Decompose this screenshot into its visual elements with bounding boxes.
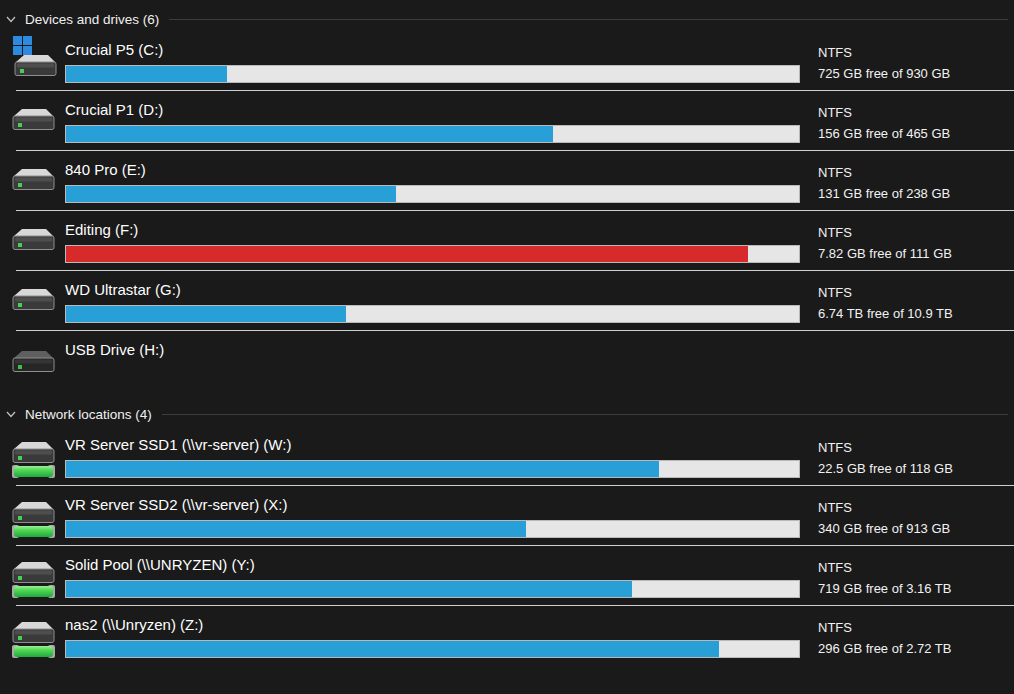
filesystem-label: NTFS [818, 437, 953, 458]
filesystem-label: NTFS [818, 42, 950, 63]
drive-row[interactable]: 840 Pro (E:) NTFS 131 GB free of 238 GB [0, 151, 1014, 210]
capacity-fill [66, 306, 346, 322]
free-space-label: 296 GB free of 2.72 TB [818, 638, 951, 659]
capacity-fill [66, 126, 553, 142]
drive-details: NTFS 22.5 GB free of 118 GB [818, 437, 953, 479]
capacity-fill [66, 641, 719, 657]
drive-row[interactable]: Crucial P5 (C:) NTFS 725 GB free of 930 … [0, 31, 1014, 90]
capacity-fill [66, 581, 632, 597]
usb-drive-icon [10, 335, 60, 387]
capacity-bar [65, 185, 800, 203]
capacity-bar [65, 460, 800, 478]
drive-row[interactable]: USB Drive (H:) [0, 331, 1014, 391]
drive-row[interactable]: Crucial P1 (D:) NTFS 156 GB free of 465 … [0, 91, 1014, 150]
chevron-down-icon[interactable] [4, 12, 18, 26]
network-drive-icon [10, 610, 60, 662]
filesystem-label: NTFS [818, 222, 952, 243]
free-space-label: 22.5 GB free of 118 GB [818, 458, 953, 479]
drive-name: WD Ultrastar (G:) [65, 281, 181, 298]
capacity-fill [66, 186, 396, 202]
filesystem-label: NTFS [818, 162, 950, 183]
section-label: Network locations (4) [25, 407, 152, 422]
drive-row[interactable]: VR Server SSD2 (\\vr-server) (X:) NTFS 3… [0, 486, 1014, 545]
filesystem-label: NTFS [818, 557, 951, 578]
network-drive-icon [10, 490, 60, 542]
section-header-network-locations[interactable]: Network locations (4) [0, 402, 1014, 426]
drive-name: USB Drive (H:) [65, 341, 164, 358]
windows-system-drive-icon [10, 35, 60, 87]
capacity-bar [65, 580, 800, 598]
drive-details: NTFS 340 GB free of 913 GB [818, 497, 950, 539]
free-space-label: 725 GB free of 930 GB [818, 63, 950, 84]
drive-row[interactable]: Solid Pool (\\UNRYZEN) (Y:) NTFS 719 GB … [0, 546, 1014, 605]
drive-details: NTFS 156 GB free of 465 GB [818, 102, 950, 144]
drive-details: NTFS 725 GB free of 930 GB [818, 42, 950, 84]
free-space-label: 156 GB free of 465 GB [818, 123, 950, 144]
drive-details: NTFS 719 GB free of 3.16 TB [818, 557, 951, 599]
hard-drive-icon [10, 215, 60, 267]
drive-list-view: Devices and drives (6) Crucial P5 (C:) N… [0, 7, 1014, 665]
network-drive-icon [10, 430, 60, 482]
filesystem-label: NTFS [818, 497, 950, 518]
section-rule [162, 414, 1008, 415]
capacity-fill [66, 461, 659, 477]
section-rule [169, 19, 1008, 20]
filesystem-label: NTFS [818, 282, 953, 303]
capacity-bar [65, 245, 800, 263]
capacity-bar [65, 520, 800, 538]
drive-row[interactable]: Editing (F:) NTFS 7.82 GB free of 111 GB [0, 211, 1014, 270]
drive-name: Solid Pool (\\UNRYZEN) (Y:) [65, 556, 255, 573]
free-space-label: 6.74 TB free of 10.9 TB [818, 303, 953, 324]
drive-row[interactable]: WD Ultrastar (G:) NTFS 6.74 TB free of 1… [0, 271, 1014, 330]
filesystem-label: NTFS [818, 102, 950, 123]
hard-drive-icon [10, 275, 60, 327]
network-drive-icon [10, 550, 60, 602]
drive-name: Crucial P5 (C:) [65, 41, 163, 58]
filesystem-label: NTFS [818, 617, 951, 638]
drive-row[interactable]: VR Server SSD1 (\\vr-server) (W:) NTFS 2… [0, 426, 1014, 485]
capacity-fill [66, 246, 748, 262]
free-space-label: 340 GB free of 913 GB [818, 518, 950, 539]
drive-name: 840 Pro (E:) [65, 161, 146, 178]
network-rows: VR Server SSD1 (\\vr-server) (W:) NTFS 2… [0, 426, 1014, 665]
hard-drive-icon [10, 95, 60, 147]
drive-name: VR Server SSD2 (\\vr-server) (X:) [65, 496, 288, 513]
hard-drive-icon [10, 155, 60, 207]
drive-details: NTFS 296 GB free of 2.72 TB [818, 617, 951, 659]
drive-name: Crucial P1 (D:) [65, 101, 163, 118]
devices-rows: Crucial P5 (C:) NTFS 725 GB free of 930 … [0, 31, 1014, 391]
section-label: Devices and drives (6) [25, 12, 159, 27]
capacity-fill [66, 66, 227, 82]
drive-details: NTFS 7.82 GB free of 111 GB [818, 222, 952, 264]
drive-name: VR Server SSD1 (\\vr-server) (W:) [65, 436, 291, 453]
drive-details: NTFS 131 GB free of 238 GB [818, 162, 950, 204]
capacity-bar [65, 305, 800, 323]
chevron-down-icon[interactable] [4, 407, 18, 421]
drive-row[interactable]: nas2 (\\Unryzen) (Z:) NTFS 296 GB free o… [0, 606, 1014, 665]
free-space-label: 131 GB free of 238 GB [818, 183, 950, 204]
section-header-devices-and-drives[interactable]: Devices and drives (6) [0, 7, 1014, 31]
capacity-bar [65, 65, 800, 83]
capacity-fill [66, 521, 526, 537]
drive-name: nas2 (\\Unryzen) (Z:) [65, 616, 203, 633]
free-space-label: 7.82 GB free of 111 GB [818, 243, 952, 264]
capacity-bar [65, 125, 800, 143]
drive-details: NTFS 6.74 TB free of 10.9 TB [818, 282, 953, 324]
free-space-label: 719 GB free of 3.16 TB [818, 578, 951, 599]
capacity-bar [65, 640, 800, 658]
drive-name: Editing (F:) [65, 221, 138, 238]
